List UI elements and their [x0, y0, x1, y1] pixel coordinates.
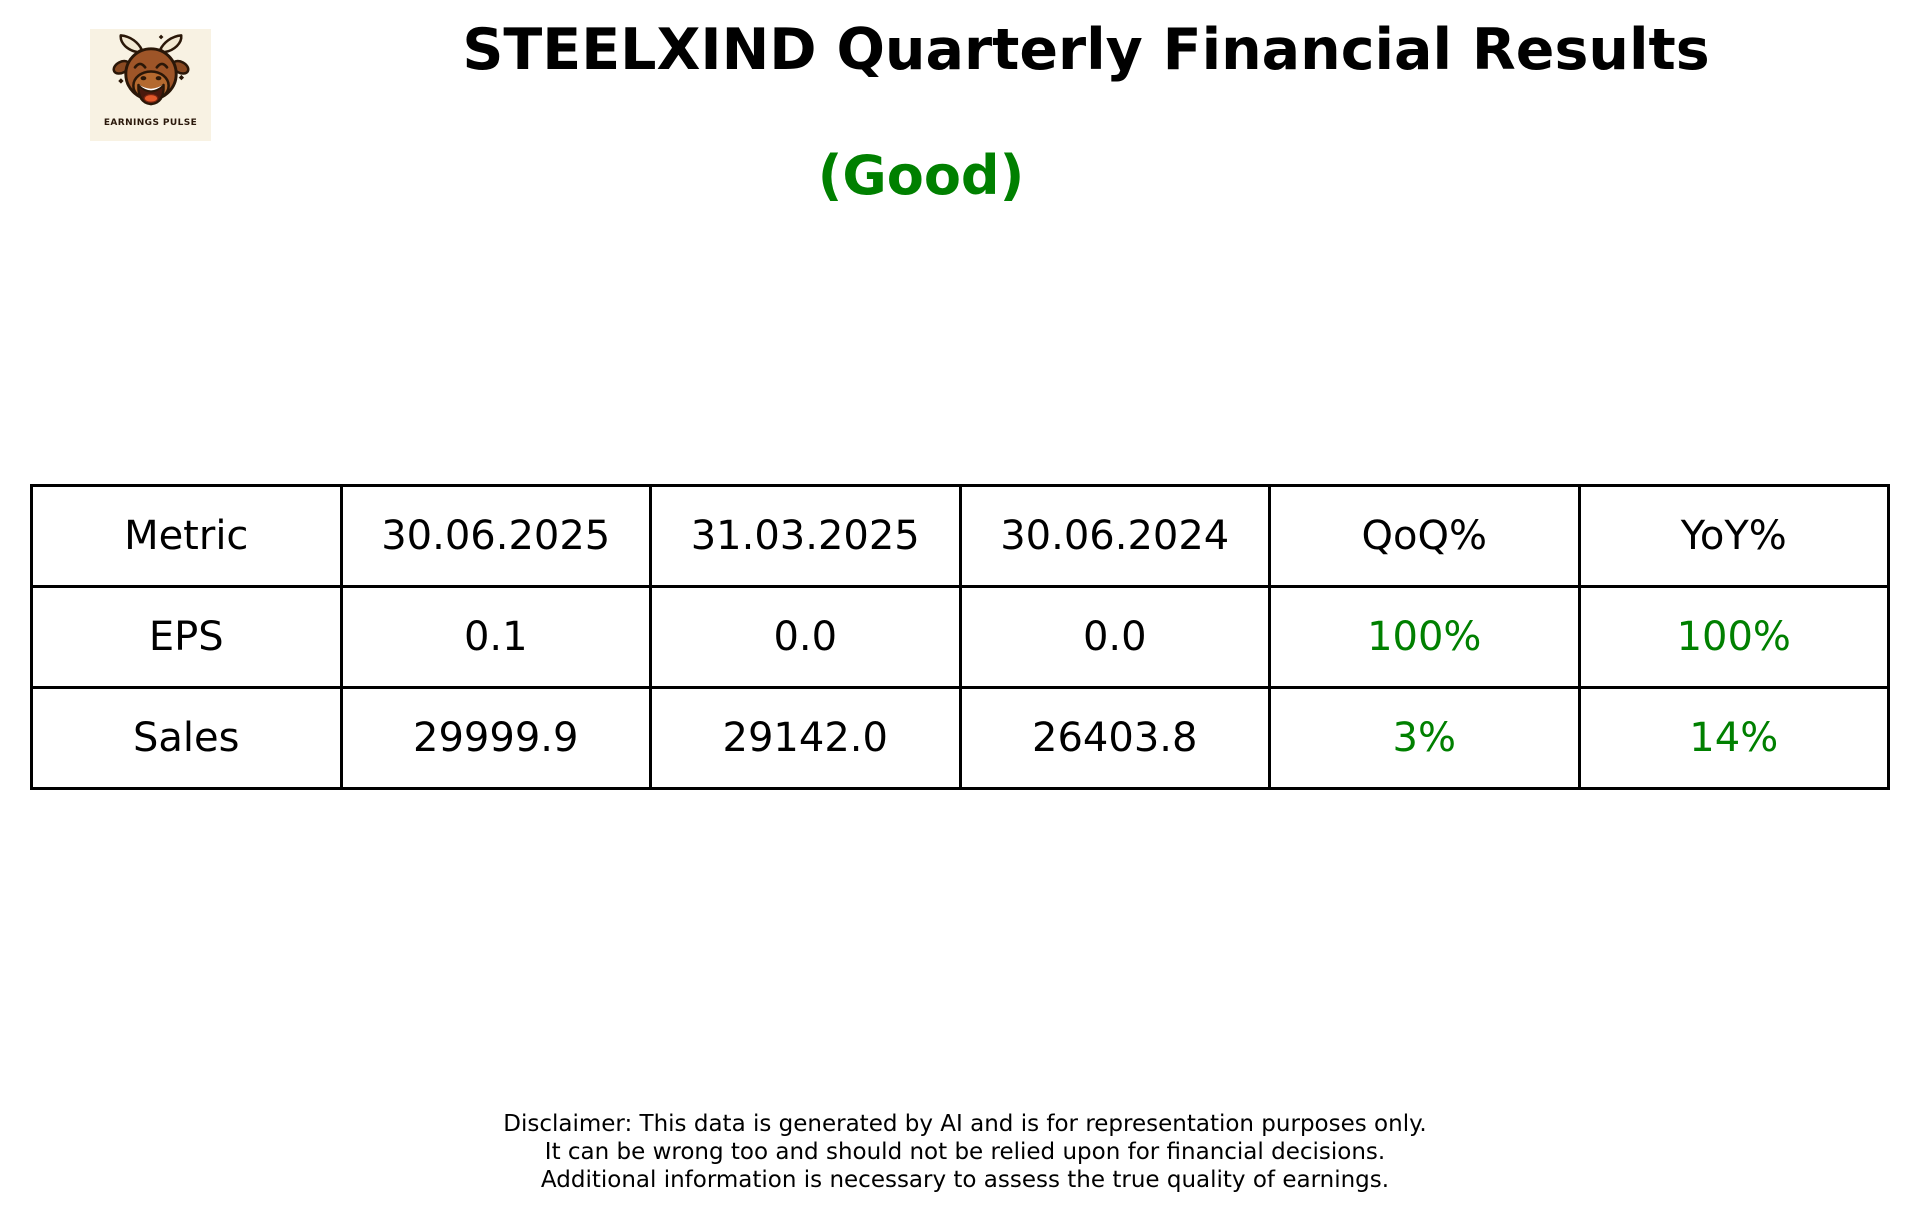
- sales-metric-label: Sales: [30, 686, 343, 790]
- sales-q-current-value: 29999.9: [339, 686, 652, 790]
- table-row-eps: EPS 0.1 0.0 0.0 100% 100%: [30, 585, 1890, 689]
- quarterly-results-table: Metric 30.06.2025 31.03.2025 30.06.2024 …: [30, 484, 1890, 790]
- disclaimer-text: Disclaimer: This data is generated by AI…: [503, 1110, 1426, 1194]
- verdict-badge: (Good): [817, 144, 1025, 207]
- disclaimer-line-3: Additional information is necessary to a…: [540, 1167, 1390, 1193]
- eps-q-previous-value: 0.0: [649, 585, 962, 689]
- sales-q-previous-value: 29142.0: [649, 686, 962, 790]
- table-header-row: Metric 30.06.2025 31.03.2025 30.06.2024 …: [30, 484, 1890, 588]
- sales-yoy-value: 14%: [1577, 686, 1890, 790]
- column-header-qoq: QoQ%: [1268, 484, 1581, 588]
- column-header-q-previous: 31.03.2025: [649, 484, 962, 588]
- eps-q-yearago-value: 0.0: [958, 585, 1271, 689]
- page-title: STEELXIND Quarterly Financial Results: [462, 17, 1710, 83]
- column-header-yoy: YoY%: [1577, 484, 1890, 588]
- sales-qoq-value: 3%: [1268, 686, 1581, 790]
- laughing-bull-icon: [111, 34, 190, 106]
- column-header-metric: Metric: [30, 484, 343, 588]
- logo-brand-text: EARNINGS PULSE: [103, 118, 198, 128]
- table-row-sales: Sales 29999.9 29142.0 26403.8 3% 14%: [30, 686, 1890, 790]
- eps-yoy-value: 100%: [1577, 585, 1890, 689]
- sales-q-yearago-value: 26403.8: [958, 686, 1271, 790]
- disclaimer-line-1: Disclaimer: This data is generated by AI…: [503, 1111, 1427, 1137]
- column-header-q-yearago: 30.06.2024: [958, 484, 1271, 588]
- eps-metric-label: EPS: [30, 585, 343, 689]
- eps-qoq-value: 100%: [1268, 585, 1581, 689]
- earnings-pulse-logo: EARNINGS PULSE: [90, 29, 211, 141]
- disclaimer-line-2: It can be wrong too and should not be re…: [544, 1139, 1386, 1165]
- column-header-q-current: 30.06.2025: [339, 484, 652, 588]
- eps-q-current-value: 0.1: [339, 585, 652, 689]
